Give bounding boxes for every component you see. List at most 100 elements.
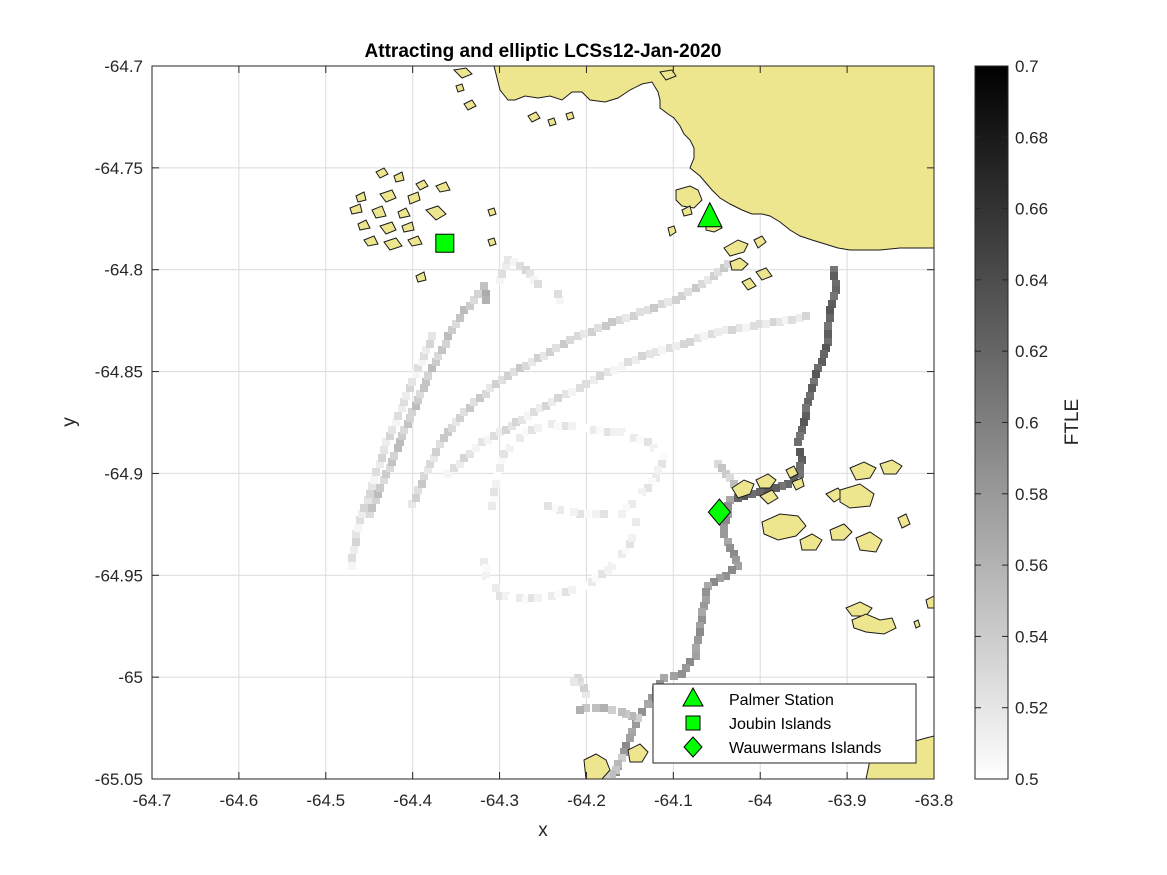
ftle-cell	[482, 390, 490, 398]
x-tick-label: -64.4	[393, 791, 432, 810]
ftle-cell	[530, 408, 538, 416]
ftle-cell	[402, 392, 410, 400]
ftle-cell	[628, 712, 636, 720]
ftle-cell	[366, 490, 374, 498]
colorbar-tick-label: 0.56	[1015, 556, 1048, 575]
land-islet	[355, 191, 367, 203]
ftle-cell	[460, 306, 468, 314]
ftle-cell	[576, 384, 584, 392]
ftle-cell	[798, 456, 806, 464]
marker-joubin-islands	[435, 233, 455, 253]
ftle-cell	[498, 270, 506, 278]
ftle-cell	[508, 594, 516, 602]
ftle-cell	[372, 468, 380, 476]
ftle-cell	[546, 348, 554, 356]
ftle-cell	[686, 658, 694, 666]
ftle-cell	[422, 378, 430, 386]
colorbar-tick-label: 0.66	[1015, 200, 1048, 219]
ftle-cell	[820, 350, 828, 358]
ftle-cell	[486, 510, 494, 518]
ftle-cell	[386, 432, 394, 440]
ftle-cell	[388, 458, 396, 466]
legend-square-icon	[685, 715, 701, 731]
ftle-cell	[604, 428, 612, 436]
ftle-cell	[802, 404, 810, 412]
ftle-cell	[482, 296, 490, 304]
ftle-cell	[638, 352, 646, 360]
ftle-cell	[486, 578, 494, 586]
ftle-cell	[554, 590, 562, 598]
colorbar-tick-label: 0.6	[1015, 414, 1039, 433]
land-islet	[527, 111, 541, 123]
land-masses	[349, 66, 934, 779]
y-tick-label: -65.05	[95, 770, 143, 789]
ftle-cell	[368, 482, 376, 490]
ftle-cell	[466, 404, 474, 412]
ftle-cell	[796, 314, 804, 322]
ftle-cell	[388, 426, 396, 434]
ftle-cell	[720, 530, 728, 538]
colorbar-ticks: 0.5 0.52 0.54 0.56 0.58 0.6 0.62 0.64 0.66 0.68 0.…	[975, 57, 1048, 789]
colorbar-tick-label: 0.62	[1015, 342, 1048, 361]
ftle-cell	[562, 422, 570, 430]
ftle-cell	[352, 538, 360, 546]
y-tick-label: -64.85	[95, 363, 143, 382]
ftle-cell	[440, 434, 448, 442]
ftle-cell	[660, 674, 668, 682]
land-islet	[855, 531, 883, 553]
ftle-cell	[650, 304, 658, 312]
land-islet	[455, 83, 465, 93]
ftle-cell	[632, 518, 640, 526]
ftle-cell	[666, 344, 674, 352]
ftle-cell	[596, 372, 604, 380]
ftle-cell	[528, 358, 536, 366]
ftle-cell	[380, 476, 388, 484]
ftle-cell	[352, 530, 360, 538]
ftle-cell	[654, 448, 662, 456]
ftle-cell	[638, 708, 646, 716]
ftle-cell	[628, 728, 636, 736]
ftle-cell	[614, 760, 622, 768]
x-tick-label: -63.9	[828, 791, 867, 810]
ftle-cell	[484, 436, 492, 444]
ftle-cell	[812, 370, 820, 378]
land-islet	[897, 513, 911, 529]
ftle-cell	[622, 546, 630, 554]
ftle-cell	[574, 332, 582, 340]
ftle-cell	[466, 302, 474, 310]
ftle-cell	[500, 450, 508, 458]
ftle-cell	[630, 434, 638, 442]
y-tick-label: -64.7	[104, 57, 143, 76]
ftle-cell	[582, 380, 590, 388]
ftle-cell	[580, 330, 588, 338]
ftle-cell	[632, 720, 640, 728]
ftle-cell	[618, 428, 626, 436]
ftle-cell	[686, 338, 694, 346]
ftle-cell	[478, 438, 486, 446]
ftle-cell	[366, 510, 374, 518]
ftle-cell	[480, 558, 488, 566]
ftle-cell	[592, 574, 600, 582]
ftle-cell	[728, 326, 736, 334]
legend-label-wauwermans-islands: Wauwermans Islands	[729, 740, 881, 757]
ftle-cell	[832, 280, 840, 288]
ftle-cell	[554, 422, 562, 430]
ftle-cell	[636, 308, 644, 316]
ftle-cell	[496, 276, 504, 284]
land-islet	[547, 117, 557, 127]
ftle-cell	[400, 398, 408, 406]
legend-label-palmer-station: Palmer Station	[729, 692, 834, 709]
land-islet	[627, 743, 649, 763]
ftle-cell	[452, 320, 460, 328]
ftle-cell	[702, 588, 710, 596]
ftle-cell	[582, 424, 590, 432]
ftle-cell	[562, 508, 570, 516]
ftle-cell	[824, 322, 832, 330]
ftle-cell	[664, 298, 672, 306]
land-islet	[851, 613, 897, 635]
ftle-cell	[636, 436, 644, 444]
legend-diamond-icon	[683, 736, 703, 758]
colorbar-tick-label: 0.58	[1015, 485, 1048, 504]
ftle-cell	[562, 390, 570, 398]
